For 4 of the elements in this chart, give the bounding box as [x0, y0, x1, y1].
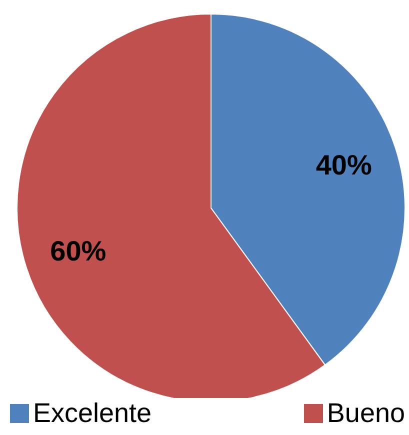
- slice-label: Bueno: [326, 398, 405, 429]
- data-label: 60%: [50, 236, 106, 267]
- legend-label: Excelente: [33, 398, 152, 429]
- data-label: 40%: [316, 149, 372, 180]
